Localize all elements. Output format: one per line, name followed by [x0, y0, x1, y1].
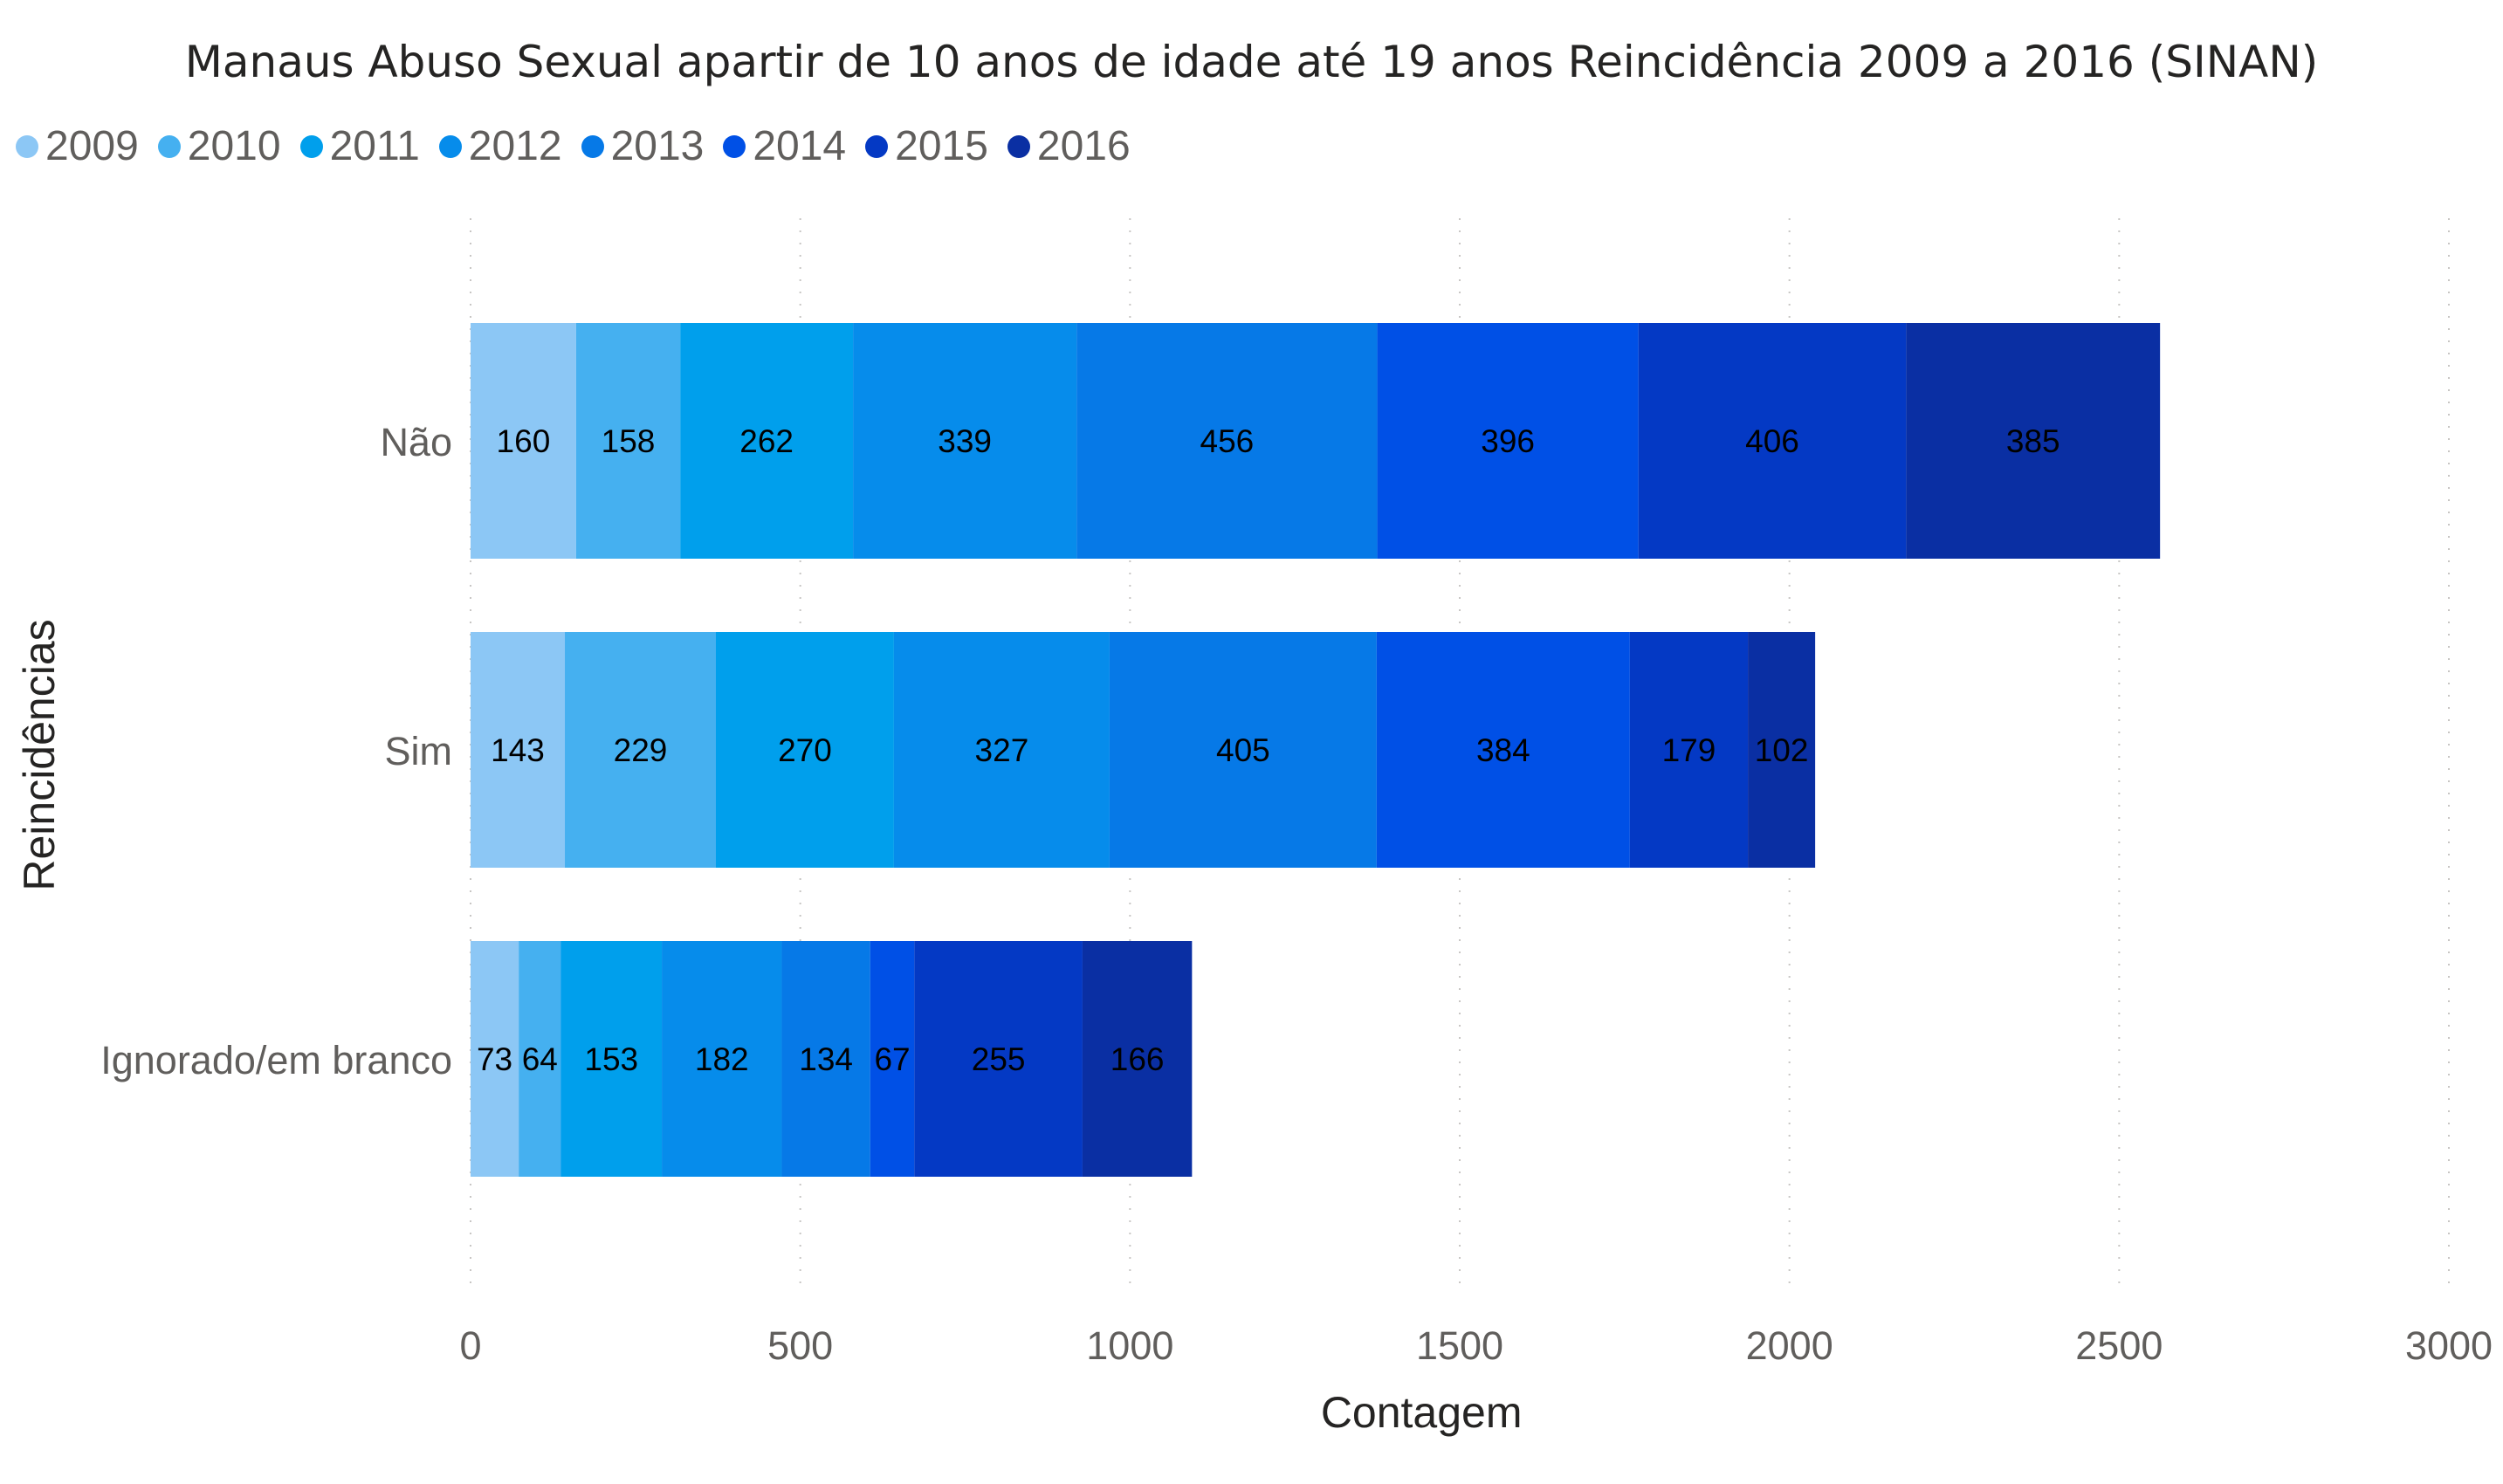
legend-item-2011[interactable]: 2011: [299, 122, 420, 170]
x-tick-label: 2000: [1746, 1323, 1833, 1368]
data-label: 134: [799, 1041, 853, 1077]
data-label: 255: [972, 1041, 1026, 1077]
bar-2010-0: [575, 323, 681, 559]
bar-2009-0: [471, 323, 576, 559]
legend-marker: [438, 134, 462, 158]
data-label: 143: [491, 732, 545, 768]
bar-2011-1: [715, 632, 894, 868]
bar-2010-1: [565, 632, 716, 868]
legend-marker: [16, 134, 38, 158]
x-tick-label: 3000: [2405, 1323, 2493, 1368]
category-label: Ignorado/em branco: [100, 1038, 452, 1082]
legend-item-2013[interactable]: 2013: [581, 122, 705, 170]
bar-2015-2: [914, 941, 1083, 1177]
legend-item-2016[interactable]: 2016: [1007, 122, 1131, 170]
bar-2014-0: [1377, 323, 1639, 559]
data-label: 384: [1476, 732, 1530, 768]
legend-marker: [865, 134, 889, 158]
data-label: 262: [739, 423, 794, 459]
legend-label: 2010: [187, 123, 281, 169]
legend-label: 2012: [468, 123, 562, 169]
legend-marker: [157, 134, 181, 158]
legend-item-2015[interactable]: 2015: [865, 122, 988, 170]
legend: 2009 2010 2011 2012 2013 2014 2015 2016: [16, 122, 1150, 170]
data-label: 327: [975, 732, 1029, 768]
legend-label: 2013: [610, 123, 705, 169]
bar-2014-1: [1376, 632, 1630, 868]
data-label: 182: [695, 1041, 749, 1077]
legend-label: 2016: [1036, 123, 1131, 169]
bar-2013-2: [781, 941, 870, 1177]
data-label: 339: [938, 423, 992, 459]
bar-2012-2: [662, 941, 782, 1177]
bar-2009-2: [471, 941, 519, 1177]
legend-marker: [1007, 134, 1030, 158]
x-tick-label: 2500: [2075, 1323, 2163, 1368]
legend-marker: [581, 134, 604, 158]
data-label: 396: [1481, 423, 1535, 459]
bar-2009-1: [471, 632, 566, 868]
data-label: 385: [2006, 423, 2060, 459]
bar-2016-0: [1906, 323, 2161, 559]
data-label: 64: [522, 1041, 558, 1077]
data-label: 229: [614, 732, 668, 768]
legend-marker: [723, 134, 746, 158]
y-axis-title: Reincidências: [15, 619, 64, 890]
category-label: Sim: [385, 729, 453, 773]
legend-item-2012[interactable]: 2012: [438, 122, 562, 170]
bar-2013-1: [1109, 632, 1377, 868]
data-label: 73: [477, 1041, 512, 1077]
chart-title: Manaus Abuso Sexual apartir de 10 anos d…: [184, 37, 2319, 87]
legend-label: 2009: [45, 123, 139, 169]
data-label: 102: [1755, 732, 1809, 768]
legend-marker: [299, 134, 323, 158]
x-tick-label: 1000: [1086, 1323, 1173, 1368]
bar-2015-1: [1629, 632, 1749, 868]
data-label: 153: [584, 1041, 638, 1077]
bar-2014-2: [870, 941, 915, 1177]
legend-item-2014[interactable]: 2014: [723, 122, 846, 170]
legend-item-2010[interactable]: 2010: [157, 122, 281, 170]
legend-label: 2011: [329, 123, 420, 169]
bar-2013-0: [1076, 323, 1378, 559]
data-label: 67: [874, 1041, 910, 1077]
bar-2011-2: [560, 941, 663, 1177]
legend-item-2009[interactable]: 2009: [16, 122, 139, 170]
x-axis-title: Contagem: [1321, 1388, 1523, 1437]
category-label: Não: [380, 420, 452, 464]
data-label: 179: [1662, 732, 1716, 768]
x-tick-label: 500: [767, 1323, 833, 1368]
bar-2012-1: [893, 632, 1110, 868]
data-label: 160: [497, 423, 551, 459]
bar-2015-0: [1638, 323, 1907, 559]
bar-2012-0: [853, 323, 1077, 559]
bar-2016-1: [1748, 632, 1816, 868]
data-label: 406: [1745, 423, 1799, 459]
bar-2011-0: [680, 323, 854, 559]
legend-label: 2015: [895, 123, 988, 169]
data-label: 158: [602, 423, 656, 459]
bar-2016-2: [1082, 941, 1193, 1177]
data-label: 456: [1200, 423, 1255, 459]
x-tick-label: 1500: [1416, 1323, 1503, 1368]
data-label: 405: [1216, 732, 1270, 768]
legend-label: 2014: [753, 123, 847, 169]
data-label: 270: [778, 732, 832, 768]
bar-2010-2: [519, 941, 561, 1177]
x-tick-label: 0: [459, 1323, 481, 1368]
data-label: 166: [1111, 1041, 1165, 1077]
